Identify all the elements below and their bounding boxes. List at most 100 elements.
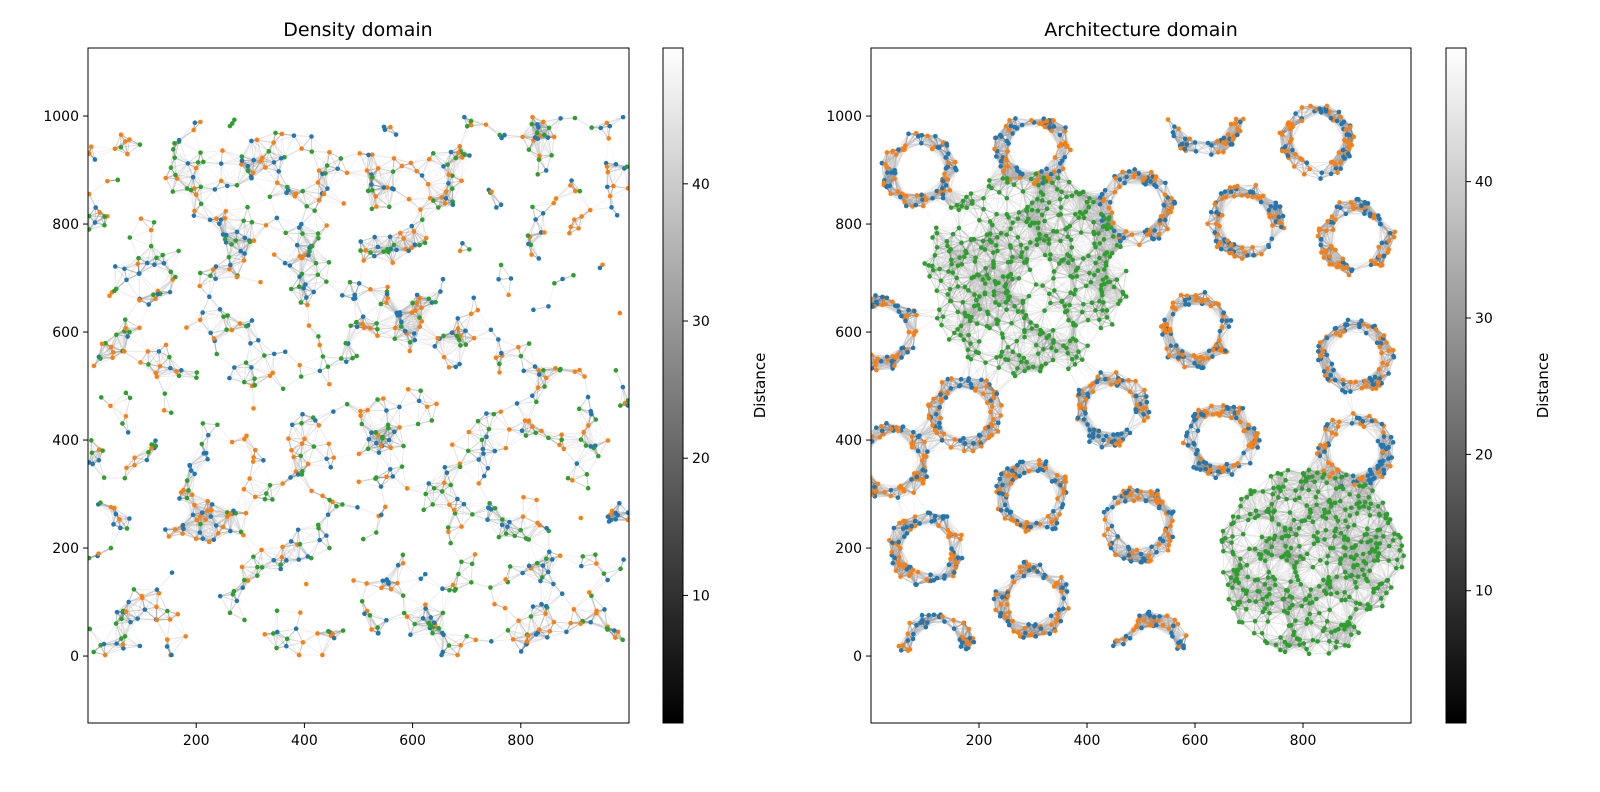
edge	[457, 639, 477, 656]
edge	[178, 498, 184, 526]
edge	[325, 172, 348, 174]
edge	[364, 613, 379, 634]
edge	[518, 620, 528, 635]
edge	[357, 506, 382, 516]
edge	[88, 180, 108, 195]
edge	[371, 190, 377, 207]
edge	[253, 139, 258, 161]
edge	[400, 314, 422, 322]
edge	[311, 151, 320, 171]
edge	[367, 410, 372, 433]
edge	[292, 424, 319, 426]
edge	[576, 445, 587, 464]
edge	[241, 140, 252, 157]
edge	[387, 297, 401, 313]
edge	[528, 522, 538, 540]
edge	[99, 477, 105, 503]
edge	[286, 192, 307, 207]
edge	[402, 595, 408, 617]
edge	[526, 616, 532, 635]
edge	[214, 316, 224, 341]
edge	[156, 376, 166, 394]
edge	[504, 608, 509, 631]
edge	[472, 513, 488, 521]
edge	[584, 376, 589, 398]
edge	[530, 616, 540, 630]
edge	[386, 232, 401, 250]
edge	[499, 363, 524, 372]
edge	[333, 403, 348, 413]
edge	[450, 542, 476, 555]
edge	[475, 639, 492, 642]
edge	[98, 460, 105, 478]
edge	[376, 312, 397, 324]
edge	[431, 403, 438, 421]
edge	[522, 136, 530, 150]
edge	[500, 411, 526, 422]
edge	[295, 193, 320, 201]
edge	[176, 161, 199, 179]
edge	[540, 213, 544, 233]
edge	[477, 411, 502, 422]
edge	[170, 167, 174, 192]
edge	[295, 193, 315, 212]
edge	[110, 405, 127, 417]
edge	[406, 317, 420, 334]
edge	[266, 483, 283, 494]
edge	[308, 325, 321, 346]
edge	[346, 172, 372, 179]
edge	[528, 539, 550, 553]
edge	[101, 343, 113, 359]
edge	[333, 453, 360, 459]
edge	[362, 303, 382, 318]
edge	[370, 432, 382, 447]
edge	[442, 573, 459, 590]
edge	[367, 399, 378, 411]
edge	[301, 136, 312, 149]
edge	[273, 142, 282, 159]
edge	[360, 410, 387, 412]
edge	[104, 647, 124, 656]
edge	[360, 410, 387, 417]
edge	[525, 527, 547, 539]
edge	[172, 187, 188, 193]
edge	[399, 232, 416, 246]
edge	[358, 439, 370, 455]
edge	[500, 403, 518, 413]
edge	[199, 319, 215, 339]
edge	[583, 431, 596, 447]
edge	[450, 542, 462, 563]
edge	[292, 417, 314, 426]
edge	[406, 320, 423, 334]
edge	[522, 121, 544, 138]
edge	[306, 199, 320, 207]
edge	[230, 513, 242, 533]
edge	[514, 516, 524, 537]
edge	[311, 547, 330, 559]
edge	[256, 139, 270, 152]
edge	[422, 174, 449, 177]
edge	[559, 444, 586, 447]
edge	[375, 452, 380, 478]
edge	[375, 410, 387, 433]
edge	[609, 195, 618, 216]
edge	[525, 530, 549, 539]
edge	[301, 273, 327, 283]
edge	[600, 116, 624, 129]
edge	[377, 399, 400, 408]
edge	[176, 176, 194, 179]
edge	[188, 489, 208, 502]
edge	[94, 159, 108, 182]
edge	[174, 152, 201, 159]
edge	[553, 621, 571, 624]
edge	[516, 395, 533, 404]
edge	[393, 188, 410, 200]
edge	[165, 162, 189, 179]
edge	[489, 587, 495, 605]
edge	[470, 297, 475, 314]
edge	[455, 345, 461, 368]
edge	[416, 302, 432, 304]
edge	[358, 452, 379, 455]
edge	[414, 333, 440, 340]
edge	[432, 633, 443, 656]
